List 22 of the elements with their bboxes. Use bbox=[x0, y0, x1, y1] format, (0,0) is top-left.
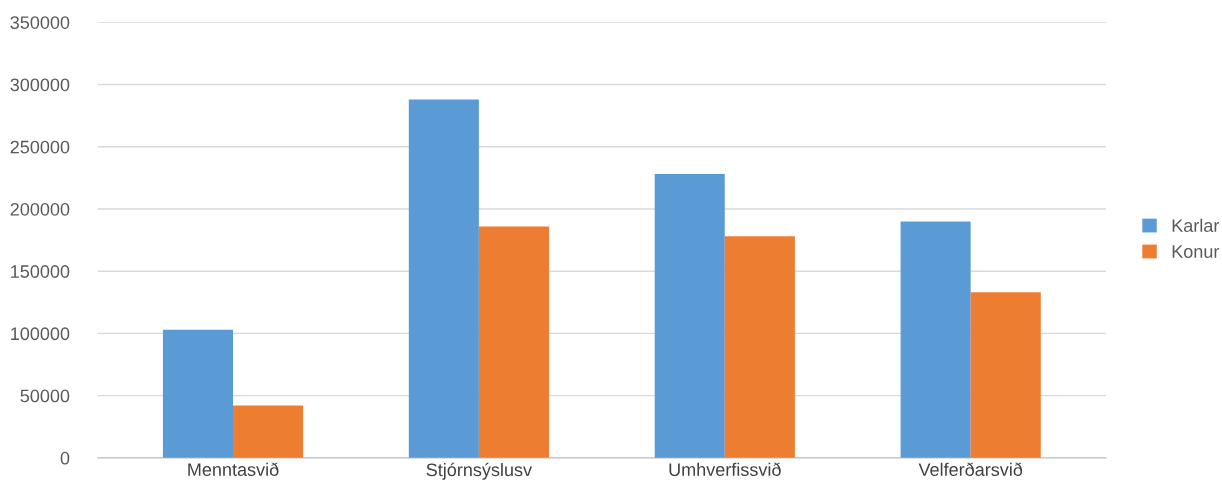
x-tick-label: Umhverfissvið bbox=[669, 462, 781, 476]
bar bbox=[900, 221, 971, 458]
y-tick-label: 50000 bbox=[20, 389, 70, 403]
y-tick-label: 150000 bbox=[11, 265, 70, 278]
x-tick-label: Velferðarsvið bbox=[918, 462, 1023, 476]
x-tick-label: Stjórnsýslusv bbox=[426, 462, 533, 480]
legend-label: Konur bbox=[1172, 245, 1220, 258]
y-tick-label: 250000 bbox=[10, 140, 70, 154]
legend-label: Karlar bbox=[1172, 218, 1220, 232]
bar bbox=[162, 329, 233, 458]
y-tick-label: 350000 bbox=[10, 16, 70, 29]
bar bbox=[970, 292, 1041, 458]
bar bbox=[233, 405, 304, 458]
bar bbox=[478, 226, 549, 458]
y-tick-label: 300000 bbox=[10, 78, 70, 92]
y-tick-label: 0 bbox=[60, 451, 70, 465]
x-tick-label: Menntasvið bbox=[188, 462, 279, 476]
y-tick-label: 200000 bbox=[10, 202, 70, 216]
bar bbox=[654, 174, 725, 458]
y-tick-label: 100000 bbox=[11, 327, 70, 341]
bar bbox=[408, 99, 479, 458]
bar bbox=[724, 236, 795, 458]
